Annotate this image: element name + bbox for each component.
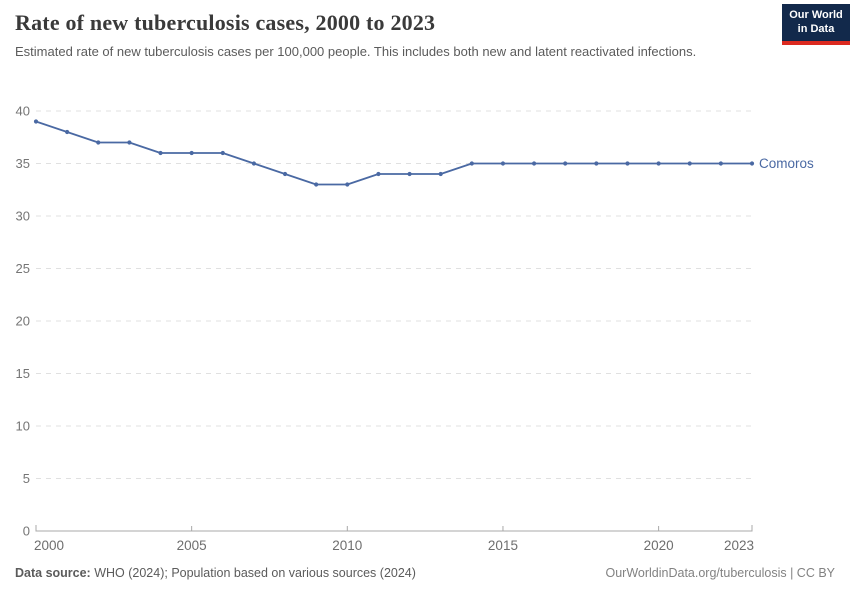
data-point[interactable] <box>251 161 257 166</box>
data-point[interactable] <box>33 119 39 124</box>
x-axis-line <box>35 525 753 532</box>
x-axis-tick-label: 2000 <box>34 538 64 553</box>
x-axis-tick-label: 2010 <box>332 538 362 553</box>
chart-subtitle: Estimated rate of new tuberculosis cases… <box>15 44 697 59</box>
data-point[interactable] <box>625 161 630 166</box>
data-point[interactable] <box>65 129 70 135</box>
data-point[interactable] <box>749 161 755 166</box>
y-axis-tick-label: 5 <box>23 471 30 486</box>
data-point[interactable] <box>189 150 194 156</box>
data-point[interactable] <box>376 171 381 177</box>
y-axis-tick-label: 25 <box>16 261 30 276</box>
owid-logo[interactable]: Our World in Data <box>782 4 850 45</box>
data-point[interactable] <box>563 161 568 166</box>
data-point[interactable] <box>594 161 599 166</box>
data-point[interactable] <box>96 140 101 145</box>
data-source: Data source: WHO (2024); Population base… <box>15 566 416 580</box>
data-point[interactable] <box>531 161 537 166</box>
data-point[interactable] <box>500 161 506 166</box>
chart-title: Rate of new tuberculosis cases, 2000 to … <box>15 10 436 35</box>
data-point[interactable] <box>282 171 288 177</box>
y-axis-tick-label: 15 <box>16 366 30 381</box>
y-axis-tick-label: 20 <box>16 314 30 329</box>
entity-label[interactable]: Comoros <box>759 156 814 171</box>
data-point[interactable] <box>438 171 443 177</box>
y-axis-tick-label: 35 <box>16 156 30 171</box>
data-source-label: Data source: <box>15 566 91 580</box>
x-axis-tick-label: 2005 <box>177 538 207 553</box>
chart-footer: Data source: WHO (2024); Population base… <box>15 566 835 580</box>
data-source-text: WHO (2024); Population based on various … <box>94 566 416 580</box>
series-line[interactable] <box>35 120 752 186</box>
data-point[interactable] <box>469 161 474 166</box>
owid-logo-line2: in Data <box>797 22 835 35</box>
x-axis-tick-label: 2020 <box>644 538 674 553</box>
data-point[interactable] <box>718 161 723 166</box>
data-point[interactable] <box>345 182 350 187</box>
owid-logo-line1: Our World <box>789 9 843 21</box>
footer-link[interactable]: OurWorldinData.org/tuberculosis | CC BY <box>605 566 836 580</box>
x-axis-tick-label: 2023 <box>724 538 754 553</box>
data-point[interactable] <box>127 140 132 145</box>
y-axis-tick-label: 40 <box>16 104 30 119</box>
data-point[interactable] <box>220 150 225 156</box>
y-axis-tick-label: 0 <box>23 524 30 539</box>
x-axis-tick-label: 2015 <box>488 538 518 553</box>
chart-header: Rate of new tuberculosis cases, 2000 to … <box>15 10 835 61</box>
data-point[interactable] <box>687 161 692 166</box>
data-point[interactable] <box>314 182 319 187</box>
y-axis-tick-label: 10 <box>16 419 30 434</box>
y-axis-tick-label: 30 <box>16 209 30 224</box>
data-point[interactable] <box>158 150 163 156</box>
data-point[interactable] <box>656 161 661 166</box>
data-point[interactable] <box>407 171 412 177</box>
